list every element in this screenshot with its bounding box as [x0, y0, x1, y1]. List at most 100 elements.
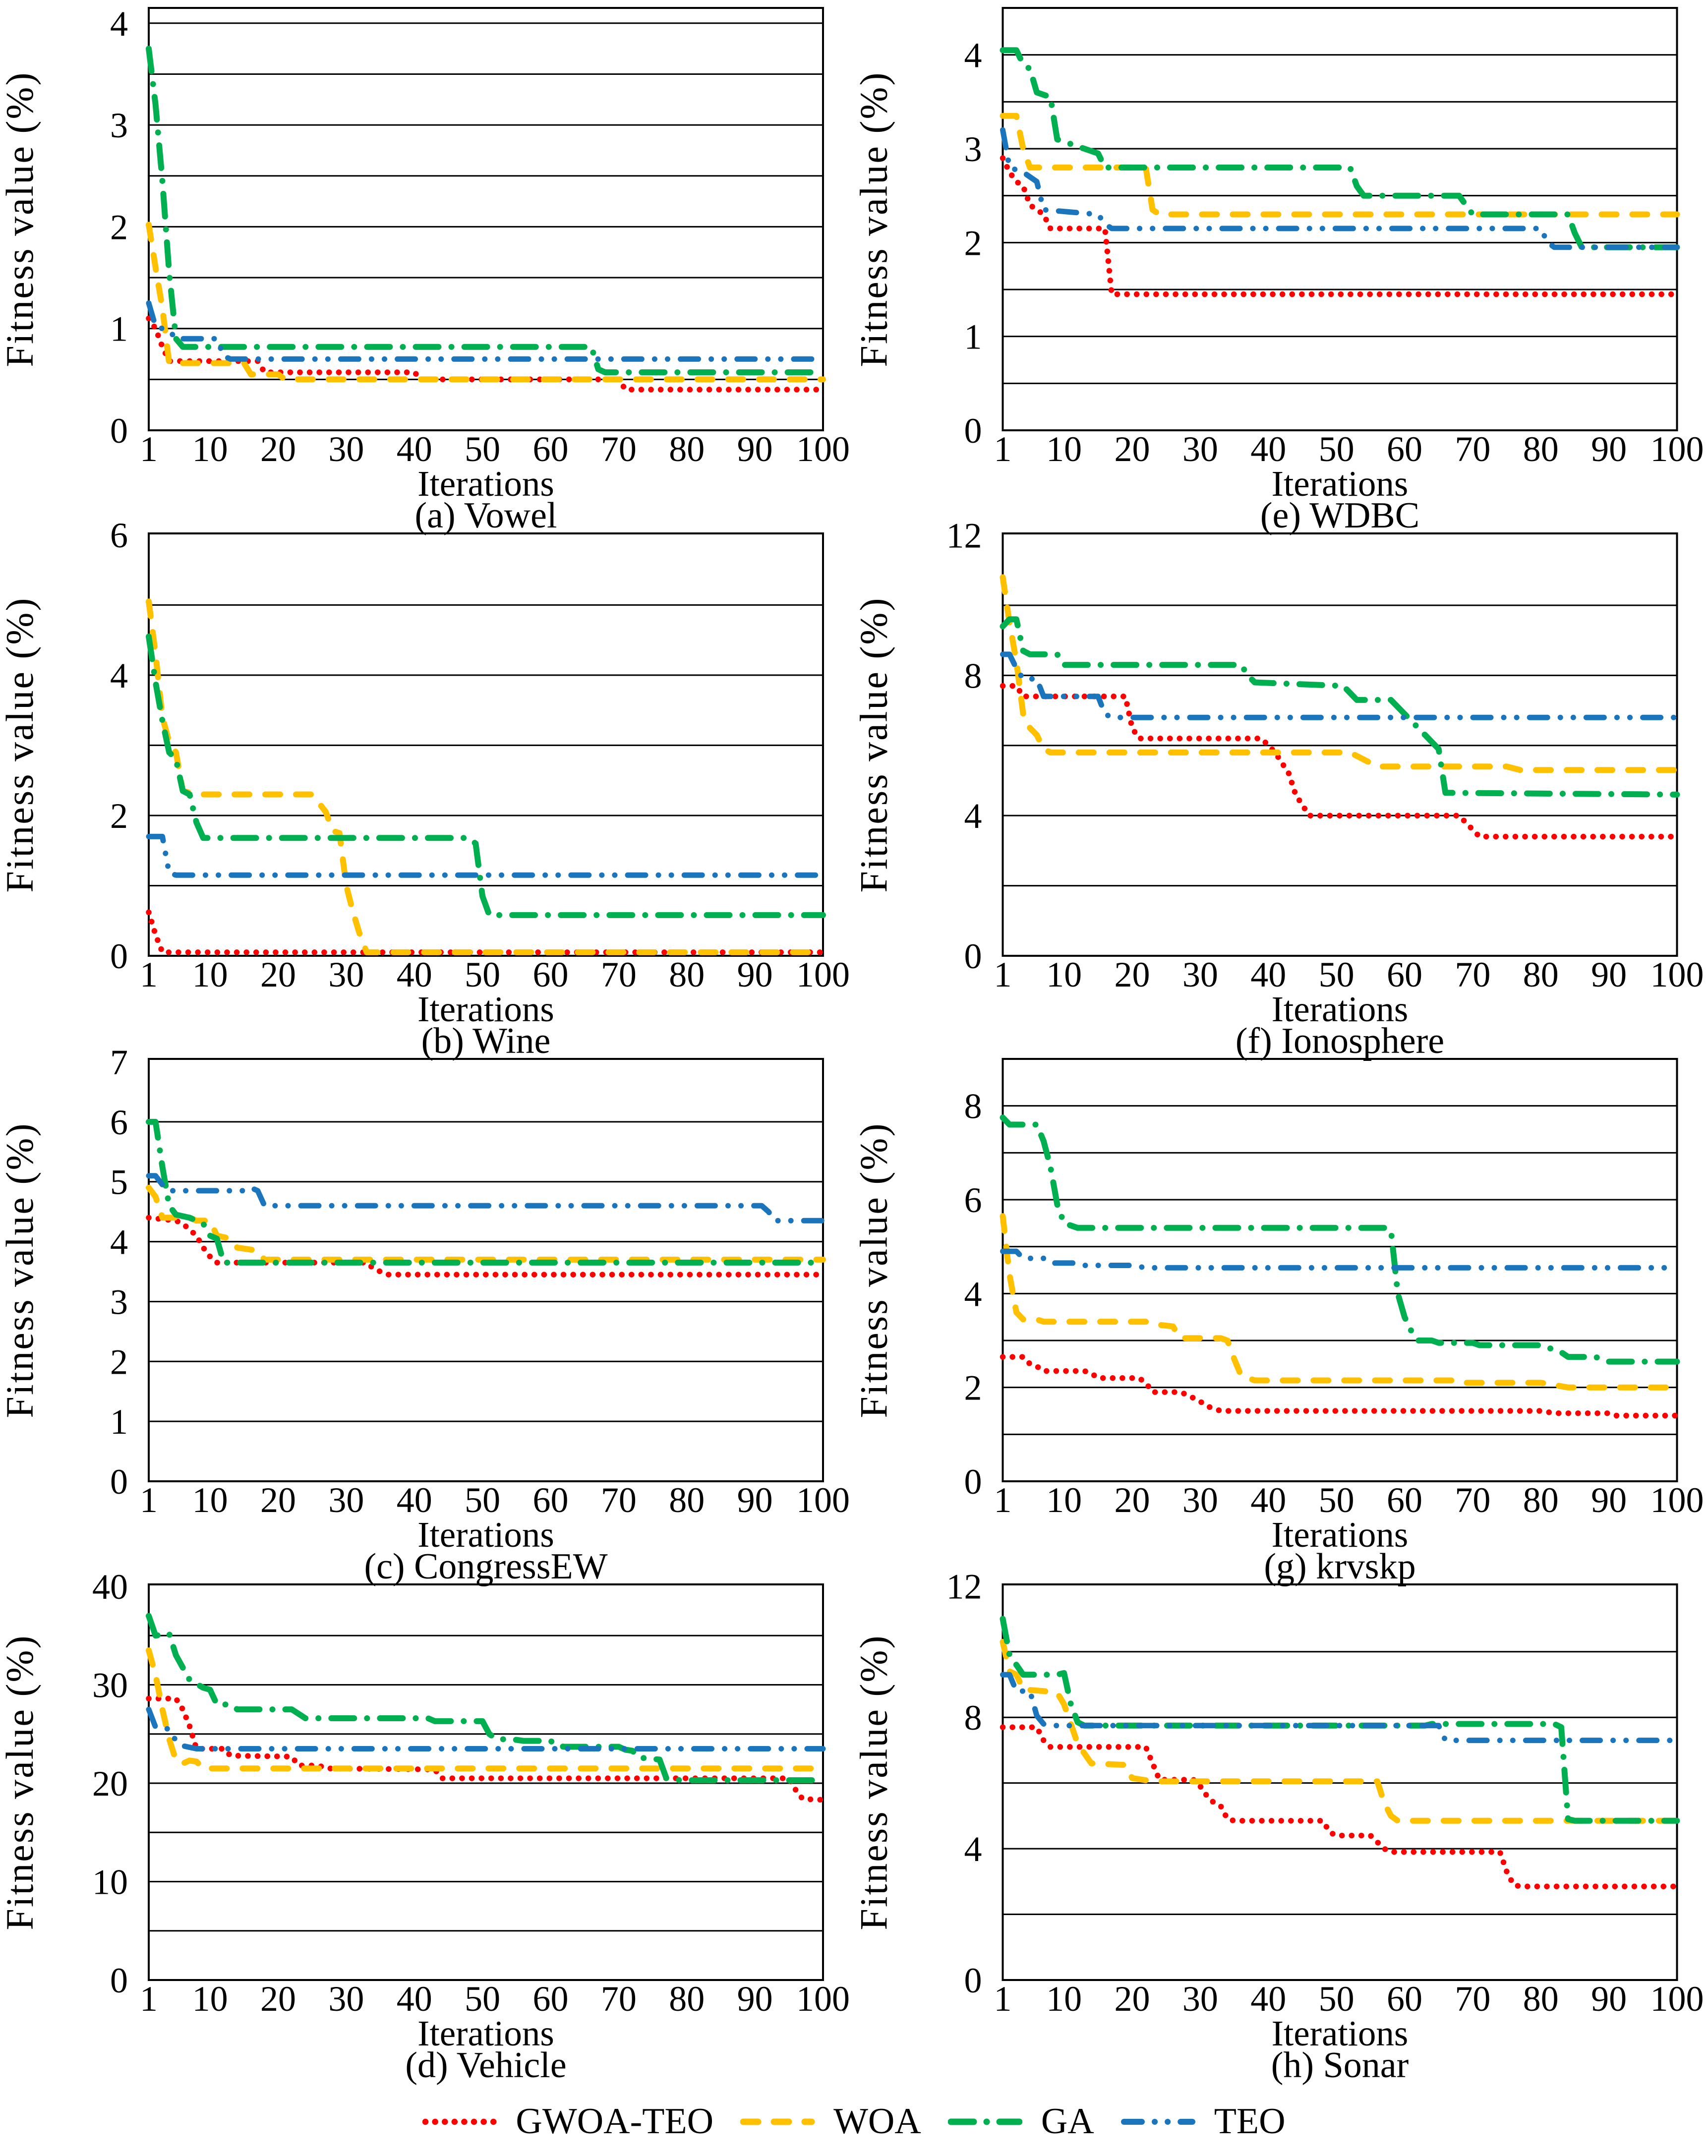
chart-caption: (e) WDBC	[1260, 495, 1419, 536]
x-tick-label: 20	[1115, 955, 1150, 994]
x-tick-label: 30	[1182, 1979, 1218, 2019]
y-tick-label: 20	[92, 1764, 128, 1804]
y-axis-title: Fitness value (%)	[0, 597, 41, 893]
series-line-teo	[1000, 1672, 1680, 1744]
x-tick-label: 60	[533, 1979, 569, 2019]
x-tick-label: 70	[601, 1480, 637, 1520]
x-tick-label: 80	[669, 1979, 705, 2019]
x-tick-label: 30	[1182, 1480, 1218, 1520]
y-tick-label: 5	[110, 1163, 128, 1202]
x-axis-title: Iterations	[1272, 464, 1409, 504]
y-tick-label: 0	[110, 1462, 128, 1502]
x-tick-label: 100	[1650, 955, 1704, 994]
series-line-woa	[146, 598, 826, 955]
y-tick-label: 4	[964, 1274, 982, 1314]
y-tick-label: 6	[110, 516, 128, 555]
series-line-teo	[1000, 651, 1680, 720]
y-tick-label: 4	[964, 796, 982, 836]
y-tick-label: 6	[110, 1103, 128, 1142]
chart-ionosphere-svg: 0 4 8 12 1 10 20 30 40 50 60 70 80 90 100 Fitness value…	[852, 516, 1704, 1061]
x-tick-label: 100	[796, 1480, 850, 1520]
x-tick-label: 1	[140, 429, 158, 469]
chart-sonar: 0 4 8 12 1 10 20 30 40 50 60 70 80 90 100 Fitness value…	[852, 1567, 1708, 2087]
x-tick-label: 20	[1115, 429, 1150, 469]
x-axis-title: Iterations	[1272, 1515, 1409, 1555]
series-line-ga	[146, 1613, 826, 1783]
y-tick-label: 0	[964, 936, 982, 976]
series-line-woa	[1000, 1638, 1680, 1824]
x-tick-label: 10	[192, 429, 228, 469]
x-tick-label: 40	[397, 429, 432, 469]
x-tick-label: 80	[1523, 1480, 1559, 1520]
x-tick-label: 30	[328, 1480, 364, 1520]
y-tick-label: 2	[110, 1342, 128, 1382]
legend-item-gwoa-teo: GWOA-TEO	[422, 2100, 713, 2143]
y-tick-label: 0	[110, 1961, 128, 2000]
x-tick-label: 20	[260, 1480, 296, 1520]
plot-border	[148, 1058, 824, 1482]
x-tick-label: 40	[1250, 1979, 1286, 2019]
x-tick-label: 10	[192, 955, 228, 994]
legend-item-teo: TEO	[1120, 2100, 1286, 2143]
series-line-woa	[146, 1647, 826, 1772]
chart-legend: GWOA-TEO WOA GA TEO	[0, 2087, 1708, 2156]
chart-ionosphere: 0 4 8 12 1 10 20 30 40 50 60 70 80 90 100 Fitness value…	[852, 516, 1708, 1061]
y-axis-title: Fitness value (%)	[0, 1634, 41, 1930]
series-line-teo	[146, 1706, 826, 1751]
series-line-ga	[146, 634, 826, 918]
x-tick-label: 60	[533, 429, 569, 469]
x-tick-label: 10	[1046, 1979, 1082, 2019]
plot-border	[148, 532, 824, 957]
y-tick-label: 1	[964, 317, 982, 357]
x-tick-label: 20	[260, 429, 296, 469]
y-tick-label: 40	[92, 1567, 128, 1607]
x-tick-label: 70	[1455, 1480, 1490, 1520]
y-tick-label: 10	[92, 1862, 128, 1902]
y-tick-label: 1	[110, 1402, 128, 1442]
x-tick-label: 90	[1591, 1480, 1627, 1520]
x-tick-label: 10	[1046, 429, 1082, 469]
y-tick-label: 0	[964, 1961, 982, 2000]
y-tick-label: 8	[964, 1698, 982, 1738]
x-tick-label: 20	[1115, 1979, 1150, 2019]
chart-congressew: 0 1 2 3 4 5 6 7 1 10 20 30 40 50 60 70 80 90 100 Fitness va…	[0, 1043, 854, 1587]
y-tick-label: 12	[946, 1567, 982, 1606]
plot-border	[1001, 7, 1678, 431]
x-tick-label: 1	[140, 955, 158, 994]
x-tick-label: 100	[1650, 1979, 1704, 2019]
series-line-ga	[146, 1118, 826, 1266]
y-tick-label: 0	[110, 411, 128, 451]
legend-label-woa: WOA	[833, 2101, 921, 2142]
y-tick-label: 0	[964, 1462, 982, 1502]
legend-label-teo: TEO	[1214, 2101, 1286, 2142]
legend-swatch-teo-icon	[1120, 2118, 1195, 2125]
chart-caption: (c) CongressEW	[364, 1546, 607, 1587]
x-tick-label: 60	[1387, 955, 1422, 994]
x-tick-label: 70	[601, 1979, 637, 2019]
y-tick-label: 30	[92, 1665, 128, 1705]
legend-swatch-woa-icon	[740, 2118, 815, 2125]
x-tick-label: 70	[601, 429, 637, 469]
x-tick-label: 90	[737, 955, 773, 994]
series-line-gwoa-teo	[1000, 1354, 1680, 1419]
x-tick-label: 70	[1455, 955, 1490, 994]
x-tick-label: 70	[1455, 429, 1490, 469]
x-tick-label: 90	[737, 1979, 773, 2019]
series-line-ga	[1000, 1114, 1680, 1365]
series-line-ga	[1000, 47, 1680, 250]
series-line-gwoa-teo	[1000, 155, 1680, 297]
y-tick-label: 2	[110, 207, 128, 247]
plot-border	[1001, 532, 1678, 957]
x-tick-label: 90	[1591, 429, 1627, 469]
legend-item-ga: GA	[947, 2100, 1094, 2143]
chart-caption: (f) Ionosphere	[1236, 1021, 1444, 1061]
x-tick-label: 70	[601, 955, 637, 994]
x-tick-label: 60	[1387, 429, 1422, 469]
x-tick-label: 100	[1650, 429, 1704, 469]
series-line-gwoa-teo	[1000, 1724, 1680, 1890]
y-tick-label: 12	[946, 516, 982, 556]
x-tick-label: 10	[192, 1480, 228, 1520]
